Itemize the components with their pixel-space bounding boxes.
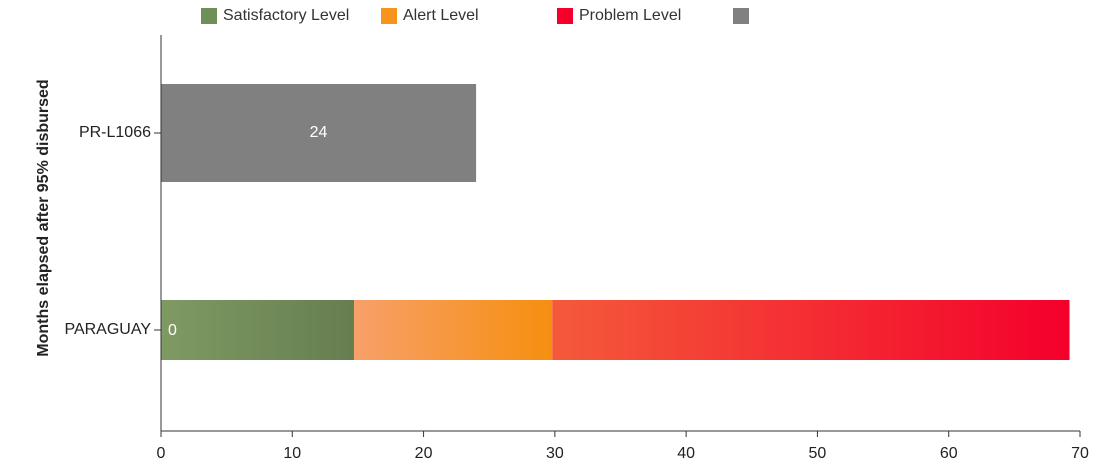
- bar-segment-paraguay-satisfactory-level: [161, 300, 354, 360]
- bar-segment-paraguay-problem-level: [552, 300, 1070, 360]
- legend-label-alert: Alert Level: [403, 7, 479, 24]
- legend-item-satisfactory[interactable]: Satisfactory Level: [201, 5, 349, 27]
- legend-label-satisfactory: Satisfactory Level: [223, 7, 350, 24]
- y-axis-title: Months elapsed after 95% disbursed: [35, 79, 52, 356]
- x-tick-label: 20: [415, 445, 433, 462]
- bars-layer: 24 0: [161, 84, 1070, 360]
- x-tick-label: 50: [809, 445, 827, 462]
- x-tick-label: 40: [677, 445, 695, 462]
- legend-swatch-satisfactory: [201, 8, 217, 24]
- legend-item-gray[interactable]: [733, 5, 755, 27]
- x-tick-label: 30: [546, 445, 564, 462]
- x-tick-label: 70: [1071, 445, 1089, 462]
- axes-layer: 0 10 20 30 40 50 60 70 PR-L1066 PARAGUAY: [64, 35, 1089, 462]
- x-tick-label: 10: [283, 445, 301, 462]
- legend-item-alert[interactable]: Alert Level: [381, 5, 479, 27]
- legend-swatch-gray: [733, 8, 749, 24]
- legend-swatch-alert: [381, 8, 397, 24]
- data-label-pr-l1066: 24: [310, 124, 328, 141]
- y-tick-label: PR-L1066: [79, 124, 151, 141]
- legend-swatch-problem: [557, 8, 573, 24]
- legend-item-problem[interactable]: Problem Level: [557, 5, 681, 27]
- bar-segment-paraguay-alert-level: [353, 300, 553, 360]
- legend-label-problem: Problem Level: [579, 7, 682, 24]
- y-tick-label: PARAGUAY: [64, 321, 151, 338]
- bar-segment-pr-l1066-value: [161, 84, 477, 182]
- x-tick-label: 0: [157, 445, 166, 462]
- data-label-paraguay: 0: [168, 322, 177, 339]
- x-tick-label: 60: [940, 445, 958, 462]
